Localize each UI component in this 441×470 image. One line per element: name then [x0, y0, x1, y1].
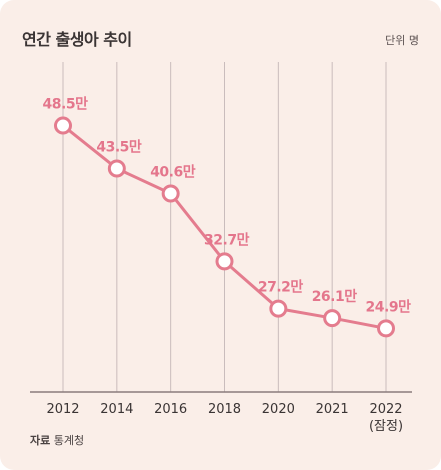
unit-label: 단위 명: [385, 34, 419, 47]
data-label: 48.5만: [43, 97, 89, 113]
x-tick-label: 2016: [154, 402, 187, 417]
x-tick-label: 2020: [262, 402, 295, 417]
data-label: 27.2만: [258, 280, 304, 296]
data-point: [54, 116, 72, 135]
data-point: [107, 159, 126, 178]
data-point: [377, 319, 395, 338]
data-label: 24.9만: [366, 299, 412, 315]
data-point: [215, 252, 234, 271]
data-label: 43.5만: [96, 140, 142, 156]
data-label: 40.6만: [150, 164, 196, 180]
source-note: 자료 통계청: [30, 432, 84, 448]
x-tick-label: 2014: [100, 402, 133, 417]
x-tick-label: 2021: [316, 402, 349, 417]
data-point: [161, 184, 180, 203]
x-tick-sublabel: (잠정): [369, 419, 403, 434]
x-tick-label: 2022: [369, 402, 402, 417]
x-tick-label: 2018: [208, 402, 241, 417]
source-value: 통계청: [53, 434, 85, 447]
chart-title: 연간 출생아 추이: [22, 30, 132, 49]
x-tick-label: 2012: [46, 402, 79, 417]
data-point: [269, 299, 288, 318]
source-label: 자료: [30, 434, 51, 447]
data-label: 26.1만: [312, 289, 358, 305]
data-label: 32.7만: [204, 232, 250, 248]
data-point: [323, 309, 342, 328]
